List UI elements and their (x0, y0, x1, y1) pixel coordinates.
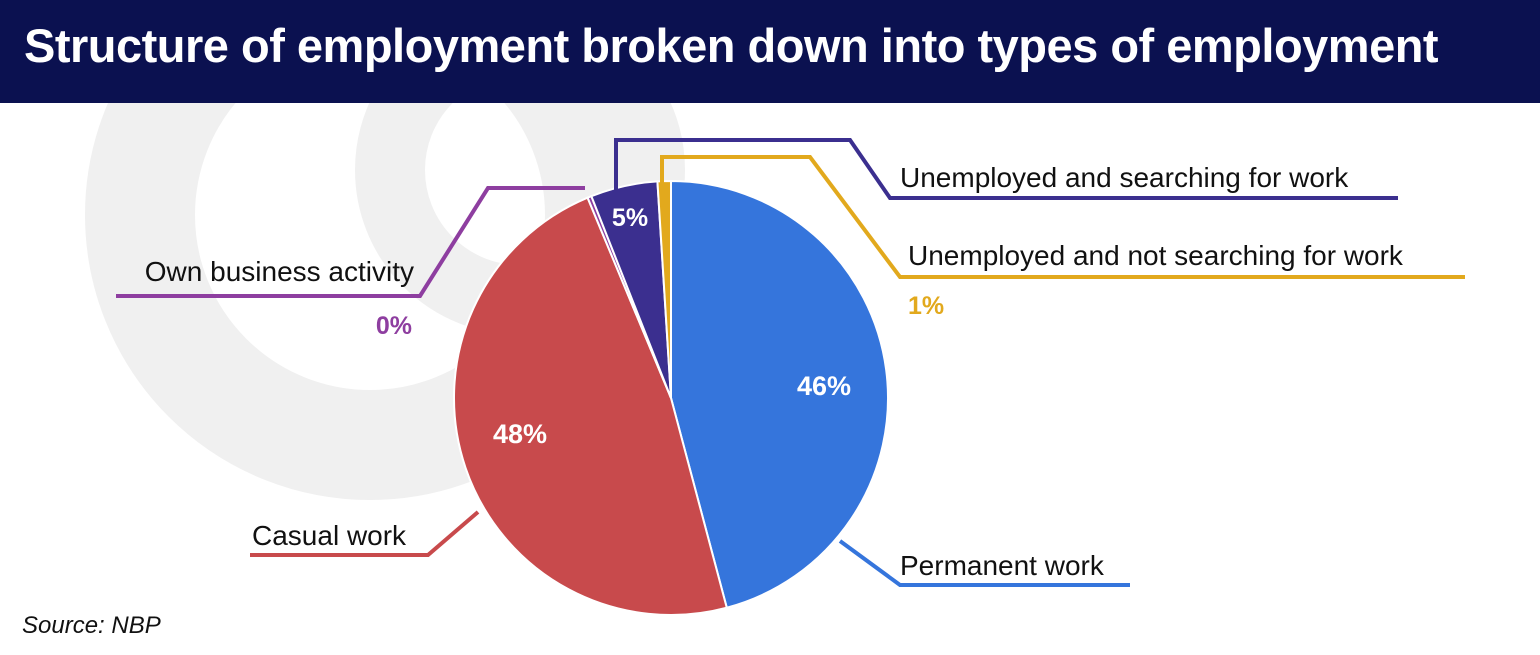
slice-value-label-unemployed-searching: 5% (612, 204, 648, 232)
pie-slice-casual-work (452, 196, 729, 616)
category-label-casual-work: Casual work (252, 520, 407, 551)
pie-slice-permanent-work (670, 179, 889, 609)
pie-slices (452, 179, 889, 616)
slice-value-label-casual-work: 48% (493, 419, 547, 449)
page-title: Structure of employment broken down into… (24, 19, 1439, 72)
leader-line-own-business (116, 186, 585, 298)
slice-value-label-permanent-work: 46% (797, 371, 851, 401)
pie-slice-unemployed-not-searching (656, 179, 672, 399)
leader-line-permanent-work (838, 539, 1130, 587)
slice-value-label-unemployed-not-searching: 1% (908, 292, 944, 320)
category-label-permanent-work: Permanent work (900, 550, 1105, 581)
leader-line-unemployed-not-searching (660, 155, 1465, 279)
header-bar: Structure of employment broken down into… (0, 0, 1540, 103)
category-label-unemployed-searching: Unemployed and searching for work (900, 162, 1349, 193)
category-label-unemployed-not-searching: Unemployed and not searching for work (908, 240, 1404, 271)
category-label-own-business: Own business activity (145, 256, 414, 287)
leader-line-unemployed-searching (614, 138, 1398, 200)
source-note: Source: NBP (22, 612, 161, 639)
leader-line-casual-work (250, 510, 480, 557)
slice-value-label-own-business: 0% (376, 312, 412, 340)
